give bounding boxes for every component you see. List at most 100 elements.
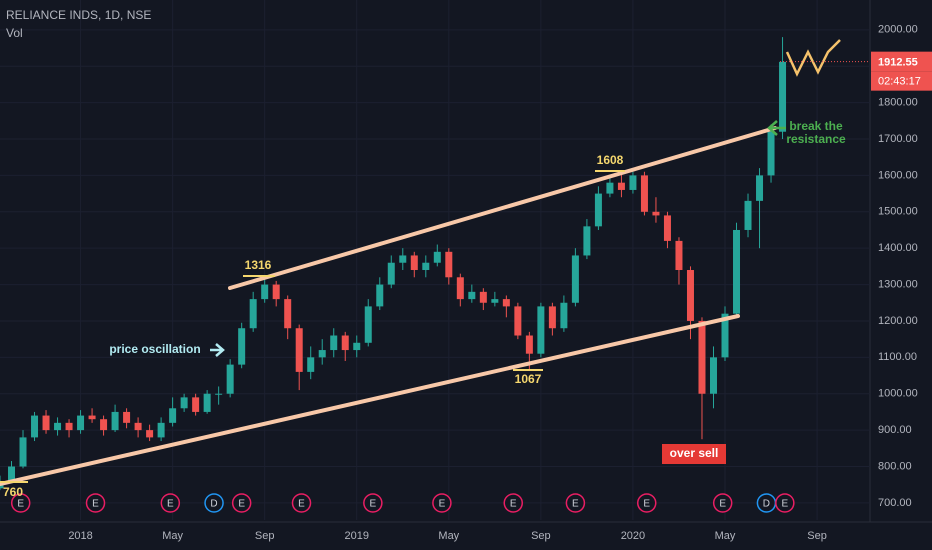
support-line bbox=[0, 314, 740, 486]
candle-body bbox=[445, 251, 453, 278]
event-marker bbox=[432, 493, 452, 513]
level-label: 1067 bbox=[515, 372, 542, 386]
candle-body bbox=[422, 262, 430, 271]
event-label: E bbox=[238, 499, 245, 510]
x-tick-label: May bbox=[162, 530, 183, 542]
event-marker bbox=[712, 493, 733, 513]
candle-body bbox=[779, 61, 787, 132]
x-tick-label: 2020 bbox=[621, 530, 645, 542]
x-tick-label: Sep bbox=[255, 530, 275, 542]
y-tick-label: 1800.00 bbox=[878, 97, 918, 109]
price-tag bbox=[871, 51, 932, 72]
candle-body bbox=[571, 255, 579, 303]
event-label: E bbox=[643, 499, 650, 510]
candle-body bbox=[180, 397, 188, 409]
note: price oscillation bbox=[109, 342, 200, 356]
candle-body bbox=[284, 299, 292, 329]
candle-body bbox=[318, 350, 326, 358]
event-marker bbox=[363, 493, 383, 513]
event-label: E bbox=[510, 499, 517, 510]
candle-body bbox=[272, 284, 280, 300]
candle-body bbox=[100, 419, 108, 431]
candle-body bbox=[31, 415, 39, 438]
x-tick-label: Sep bbox=[807, 530, 827, 542]
candle-body bbox=[675, 240, 683, 271]
candle-body bbox=[594, 193, 602, 227]
chart-title: RELIANCE INDS, 1D, NSE bbox=[6, 8, 151, 22]
candle-body bbox=[19, 437, 27, 467]
event-label: E bbox=[572, 499, 579, 510]
grid bbox=[0, 0, 870, 520]
candle-body bbox=[502, 299, 510, 307]
x-tick-label: May bbox=[438, 530, 459, 542]
candle-body bbox=[560, 302, 568, 329]
overlay: 700.00 800.00 900.00 1000.00 1100.00 1200.00 1… bbox=[0, 24, 932, 542]
candle-body bbox=[65, 422, 73, 431]
note: resistance bbox=[786, 132, 846, 146]
candle-body bbox=[364, 306, 372, 343]
candle-body bbox=[686, 270, 694, 321]
indicator-label: Vol bbox=[6, 26, 23, 40]
arrow bbox=[767, 120, 786, 136]
candle-body bbox=[88, 415, 96, 420]
candle-body bbox=[698, 320, 706, 394]
event-label: E bbox=[782, 499, 789, 510]
candle-body bbox=[192, 397, 200, 412]
level-label: 760 bbox=[3, 485, 23, 499]
candle-body bbox=[468, 291, 476, 300]
event-marker bbox=[565, 493, 586, 513]
y-tick-label: 800.00 bbox=[878, 460, 912, 472]
event-marker bbox=[636, 493, 657, 513]
candle-body bbox=[606, 182, 614, 194]
event-label: E bbox=[719, 499, 726, 510]
candle-body bbox=[767, 131, 775, 176]
event-marker bbox=[10, 493, 31, 513]
x-tick-label: 2019 bbox=[345, 530, 369, 542]
event-label: E bbox=[92, 499, 99, 510]
y-tick-label: 900.00 bbox=[878, 424, 912, 436]
y-tick-label: 700.00 bbox=[878, 497, 912, 509]
candle-body bbox=[640, 175, 648, 212]
candle-body bbox=[261, 284, 269, 300]
y-tick-label: 1100.00 bbox=[878, 351, 917, 363]
candle-body bbox=[330, 335, 338, 351]
candles bbox=[0, 37, 787, 491]
candle-body bbox=[307, 357, 315, 372]
candle-body bbox=[756, 175, 764, 201]
candle-body bbox=[157, 422, 165, 438]
candle-body bbox=[721, 313, 729, 358]
candle-body bbox=[215, 393, 223, 395]
candle-body bbox=[169, 408, 177, 423]
resistance-line bbox=[228, 126, 777, 290]
y-tick-label: 1400.00 bbox=[878, 242, 918, 254]
event-label: E bbox=[439, 499, 446, 510]
note: break the bbox=[789, 119, 843, 133]
candle-body bbox=[295, 328, 303, 372]
y-tick-label: 1200.00 bbox=[878, 315, 918, 327]
candle-body bbox=[617, 182, 625, 190]
candle-body bbox=[134, 422, 142, 431]
candle-body bbox=[123, 411, 131, 423]
candle-body bbox=[399, 255, 407, 263]
candle-body bbox=[583, 226, 591, 256]
event-marker bbox=[160, 493, 181, 513]
candle-body bbox=[537, 306, 545, 354]
candle-body bbox=[54, 422, 62, 431]
candle-body bbox=[226, 364, 234, 394]
candle-body bbox=[433, 251, 441, 263]
candle-body bbox=[353, 342, 361, 351]
x-tick-label: Sep bbox=[531, 530, 551, 542]
candle-body bbox=[744, 200, 752, 230]
y-tick-label: 1000.00 bbox=[878, 388, 918, 400]
event-marker bbox=[775, 493, 795, 513]
candle-body bbox=[387, 262, 395, 285]
x-tick-label: May bbox=[715, 530, 736, 542]
event-label: E bbox=[17, 499, 24, 510]
level-label: 1316 bbox=[245, 258, 272, 272]
candle-body bbox=[8, 466, 16, 482]
candle-body bbox=[203, 393, 211, 412]
event-label: D bbox=[210, 499, 217, 510]
y-tick-label: 1500.00 bbox=[878, 206, 918, 218]
y-tick-label: 1300.00 bbox=[878, 278, 918, 290]
candle-body bbox=[652, 211, 660, 216]
